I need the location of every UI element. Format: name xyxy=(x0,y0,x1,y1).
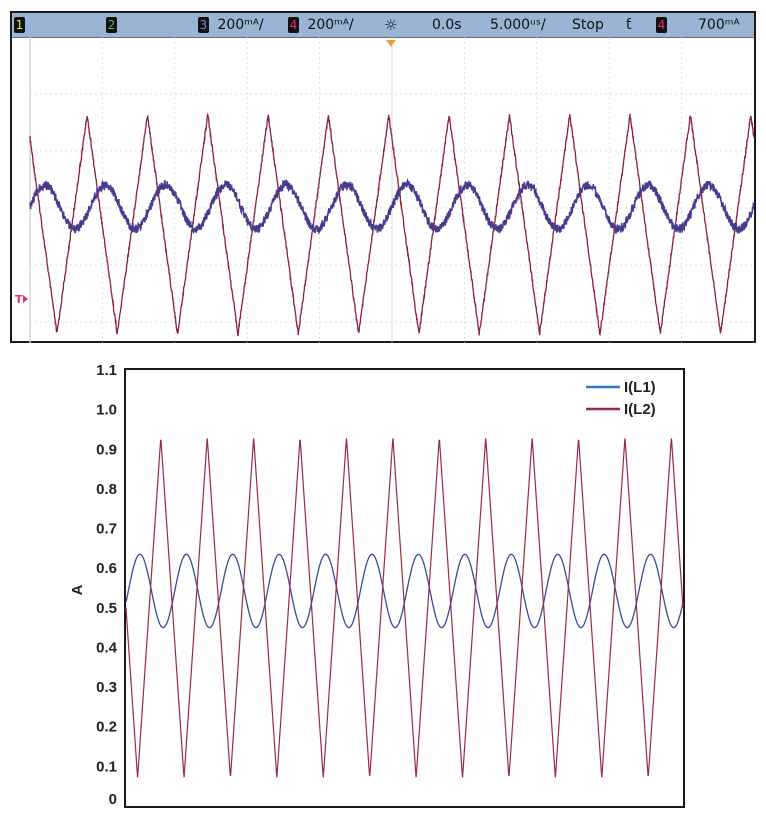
channel-2-badge: 2 xyxy=(106,17,117,33)
y-tick-label: 0.6 xyxy=(96,560,117,577)
trigger-source-indicator[interactable]: 4 xyxy=(656,16,667,34)
trigger-level[interactable]: 700ᵐᴬ xyxy=(698,17,740,33)
y-tick-label: 0.5 xyxy=(96,600,117,617)
y-axis-ticks: 0 0.1 0.2 0.3 0.4 0.5 0.6 0.7 0.8 0.9 1.0 1.1 xyxy=(96,362,118,808)
channel-1-indicator[interactable]: 1 xyxy=(14,16,25,34)
y-tick-label: 0.4 xyxy=(96,639,118,656)
y-tick-label: 0.2 xyxy=(96,719,117,736)
series-i-l2-line xyxy=(125,438,684,778)
channel-3-badge: 3 xyxy=(198,17,209,33)
trigger-level-marker: T xyxy=(15,293,23,306)
channel-3-scale: 200ᵐᴬ/ xyxy=(217,17,264,33)
simulation-chart: 0 0.1 0.2 0.3 0.4 0.5 0.6 0.7 0.8 0.9 1.0 1.1 A I(L… xyxy=(69,362,685,808)
y-tick-label: 1.0 xyxy=(96,402,117,419)
y-tick-label: 0 xyxy=(109,791,117,808)
trigger-position-marker xyxy=(386,40,396,47)
legend: I(L1) I(L2) xyxy=(586,379,656,418)
y-axis-label: A xyxy=(69,584,86,595)
trigger-channel-badge: 4 xyxy=(656,17,667,33)
channel-4-trace xyxy=(29,112,754,337)
horizontal-delay[interactable]: 0.0s xyxy=(432,17,462,33)
channel-4-badge: 4 xyxy=(288,17,299,33)
acquire-icon[interactable]: ☼ xyxy=(384,16,398,34)
y-tick-label: 0.7 xyxy=(96,521,117,538)
scope-waveform-display: T xyxy=(15,37,754,343)
timebase-scale[interactable]: 5.000ᵘˢ/ xyxy=(490,17,546,33)
y-tick-label: 1.1 xyxy=(96,362,117,379)
y-tick-label: 0.9 xyxy=(96,441,117,458)
channel-4-indicator[interactable]: 4 200ᵐᴬ/ xyxy=(288,16,354,34)
channel-2-indicator[interactable]: 2 xyxy=(106,16,117,34)
legend-label-i-l1: I(L1) xyxy=(624,379,656,396)
run-status[interactable]: Stop xyxy=(572,17,604,33)
y-tick-label: 0.1 xyxy=(96,758,117,775)
channel-3-indicator[interactable]: 3 200ᵐᴬ/ xyxy=(198,16,264,34)
oscilloscope-screen: 1 2 3 200ᵐᴬ/ 4 200ᵐᴬ/ ☼ 0.0s 5.000ᵘˢ/ St… xyxy=(10,11,756,343)
y-tick-label: 0.8 xyxy=(96,481,117,498)
trigger-level-arrow-icon xyxy=(23,295,28,303)
plot-area xyxy=(124,368,685,808)
y-tick-label: 0.3 xyxy=(96,679,117,696)
channel-1-badge: 1 xyxy=(14,17,25,33)
channel-3-trace xyxy=(29,177,754,236)
trigger-slope-icon: ƭ xyxy=(626,17,632,33)
legend-label-i-l2: I(L2) xyxy=(624,401,656,418)
scope-status-bar: 1 2 3 200ᵐᴬ/ 4 200ᵐᴬ/ ☼ 0.0s 5.000ᵘˢ/ St… xyxy=(12,13,754,38)
channel-4-scale: 200ᵐᴬ/ xyxy=(307,17,354,33)
